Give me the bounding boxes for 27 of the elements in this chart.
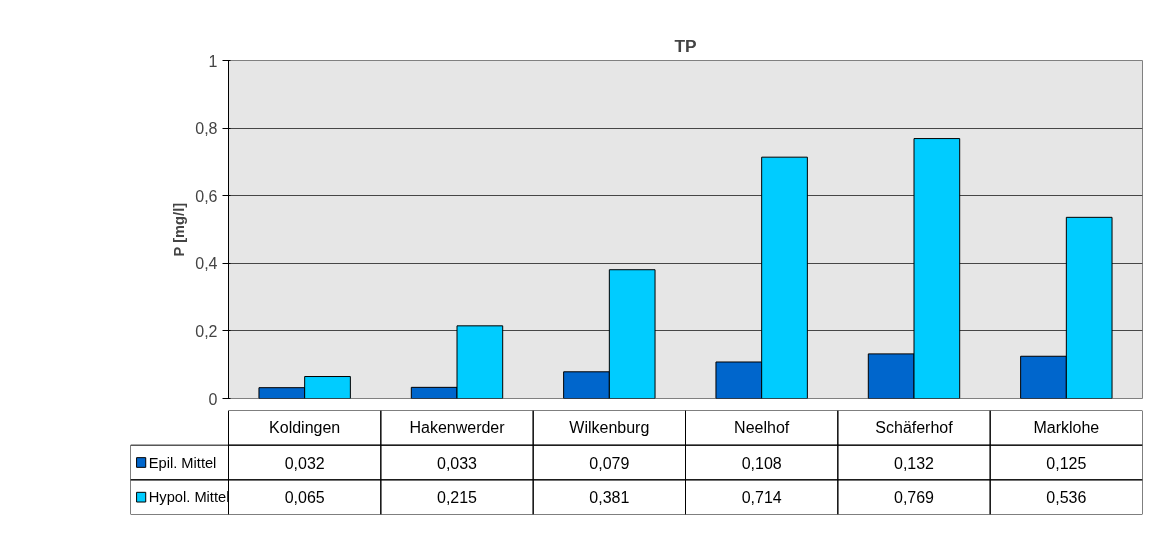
y-tick-label: 0,2 [195, 322, 218, 340]
x-tick-label: Wilkenburg [569, 419, 650, 437]
data-label: 0,381 [589, 489, 630, 507]
y-tick-label: 0,6 [195, 187, 218, 205]
data-label: 0,032 [284, 454, 325, 472]
chart-title: TP [674, 35, 697, 56]
data-label: 0,215 [436, 489, 478, 507]
data-label: 0,536 [1046, 489, 1087, 507]
x-tick-label: Schäferhof [875, 419, 954, 437]
y-tick-label: 0,4 [195, 255, 218, 273]
data-label: 0,065 [284, 489, 325, 507]
y-tick-label: 1 [208, 52, 218, 70]
y-axis-title: P [mg/l] [171, 202, 188, 257]
data-label: 0,079 [589, 454, 630, 472]
x-tick-label: Neelhof [734, 419, 790, 437]
data-label: 0,108 [741, 454, 782, 472]
x-tick-label: Marklohe [1033, 419, 1100, 437]
y-tick-label: 0 [208, 390, 218, 408]
data-label: 0,769 [893, 489, 935, 507]
y-tick-label: 0,8 [195, 120, 218, 138]
data-label: 0,125 [1046, 454, 1087, 472]
data-label: 0,033 [436, 454, 478, 472]
legend-label: Epil. Mittel [148, 454, 217, 471]
x-tick-label: Hakenwerder [409, 419, 506, 437]
data-label: 0,132 [893, 454, 935, 472]
x-tick-label: Koldingen [269, 419, 341, 437]
data-label: 0,714 [741, 489, 782, 507]
